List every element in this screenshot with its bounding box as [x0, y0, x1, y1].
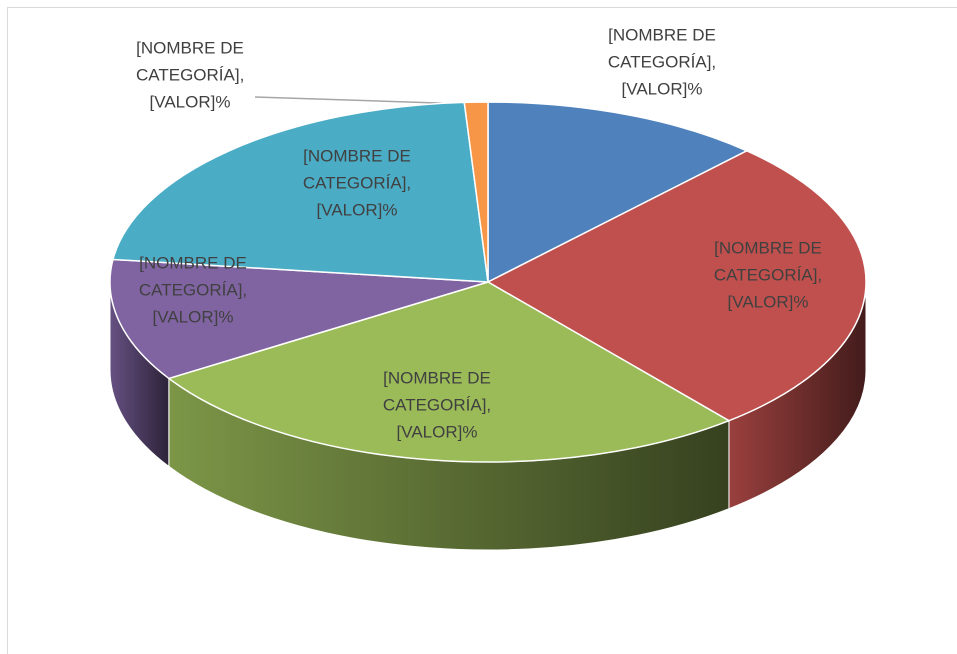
data-label: [NOMBRE DE CATEGORÍA], [VALOR]%: [138, 253, 248, 327]
slice: [486, 149, 867, 422]
slice: [167, 281, 731, 463]
data-label: [NOMBRE DE CATEGORÍA], [VALOR]%: [607, 25, 717, 99]
data-label: [NOMBRE DE CATEGORÍA], [VALOR]%: [302, 146, 412, 220]
slice: [487, 101, 749, 284]
data-label: [NOMBRE DE CATEGORÍA], [VALOR]%: [382, 368, 492, 442]
chart-border: [7, 7, 957, 654]
data-label: [NOMBRE DE CATEGORÍA], [VALOR]%: [136, 38, 245, 112]
slice: [463, 101, 489, 283]
slice: [112, 101, 489, 283]
data-label: [NOMBRE DE CATEGORÍA], [VALOR]%: [713, 238, 823, 312]
slice: [109, 258, 489, 380]
leader-line: [254, 96, 469, 105]
